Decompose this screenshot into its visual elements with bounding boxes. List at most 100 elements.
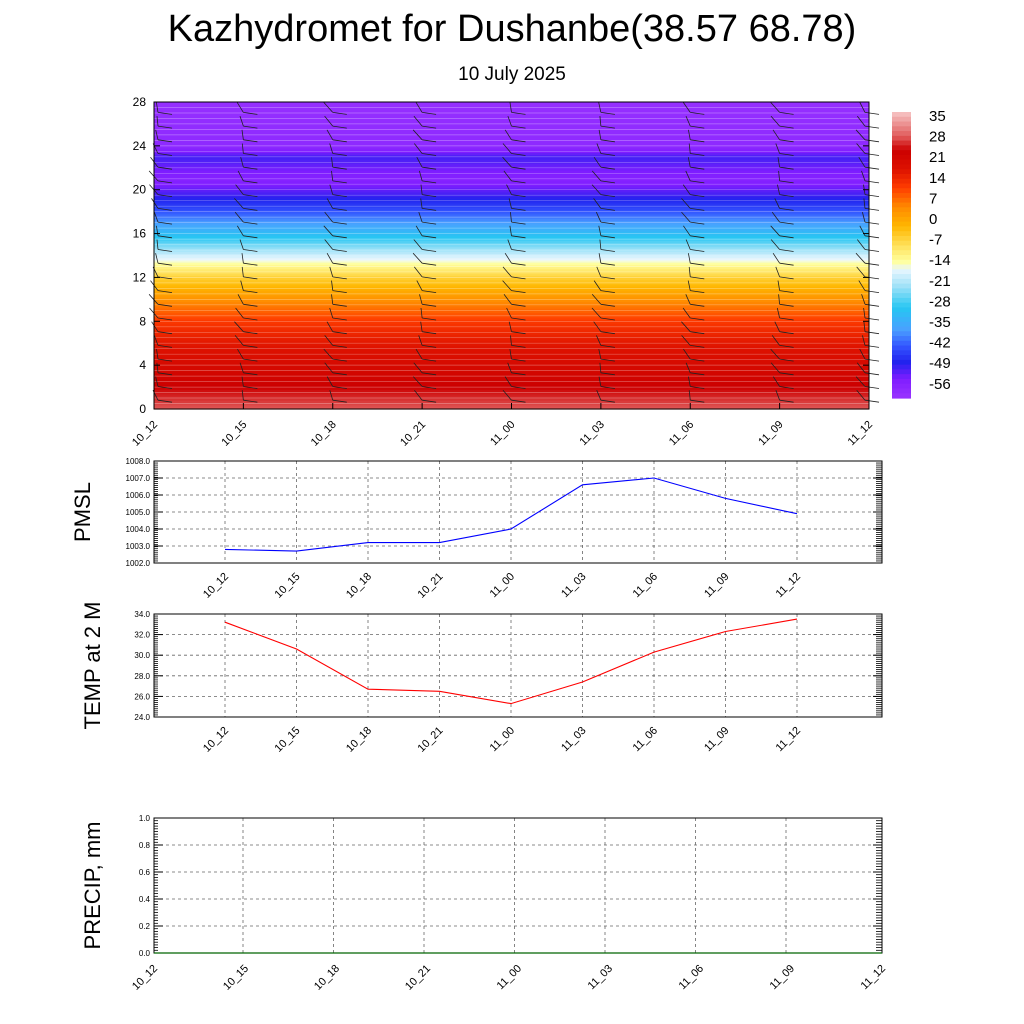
wind-barb-flag [779,139,794,143]
heatmap-band [154,161,869,164]
heatmap-band [154,257,869,261]
wind-barb-flag [864,386,880,389]
wind-barb [771,335,780,346]
wind-barb-flag [243,345,258,348]
wind-barb [770,225,780,237]
heatmap-band [154,349,869,353]
y-tick-label: 0.4 [139,895,151,904]
colorbar-segment [892,159,911,166]
heatmap-band [154,209,869,213]
colorbar-segment [892,383,911,390]
wind-barb [778,294,781,305]
wind-barb [591,184,602,195]
wind-barb [770,102,780,113]
wind-barb [591,294,602,305]
wind-barb-flag [332,194,347,197]
y-tick-label: 0.6 [139,868,151,877]
wind-barb-flag [157,166,173,170]
heatmap-band [154,248,869,252]
wind-barb-flag [243,358,258,362]
heatmap-band [154,237,869,241]
wind-barb-flag [864,262,880,266]
heatmap-band [154,226,869,230]
wind-barb-flag [864,303,880,307]
heatmap-band [154,264,869,268]
wind-barb [502,143,512,154]
heatmap-band [154,132,869,136]
x-tick-label: 10_12 [201,725,231,755]
wind-barb-flag [157,386,173,389]
wind-barb-flag [511,125,526,129]
precip-frame [153,817,883,954]
heatmap-band [154,319,869,322]
wind-barb [420,198,423,209]
temp-2m-panel: 24.0 26.0 28.0 30.0 32.0 34.0 10_12 10_15 10_18 1… [80,602,883,755]
wind-barb-flag [690,139,705,143]
heatmap-band [154,216,869,219]
colorbar-segment [892,207,911,213]
colorbar-label: -14 [929,252,951,269]
wind-barb-flag [243,194,258,197]
wind-barb [241,376,244,387]
wind-barb [861,170,866,182]
wind-barb-flag [422,194,437,197]
wind-barb-flag [864,372,880,376]
heatmap-band [154,277,869,281]
wind-barb [596,390,602,401]
wind-barb [234,321,244,332]
colorbar-segment [892,255,911,261]
heatmap-band [154,273,869,276]
colorbar-segment [892,359,911,366]
heatmap-band [154,112,869,116]
wind-barb [681,211,691,223]
y-tick-label: 30.0 [134,651,150,660]
heatmap-band [154,211,869,215]
wind-barb-flag [864,112,880,115]
wind-barb-flag [332,235,347,239]
heatmap-band [154,154,869,158]
wind-barb-flag [332,317,347,321]
wind-barb-flag [243,235,258,239]
wind-barb [324,239,334,250]
colorbar-segment [892,312,911,318]
wind-barb [859,225,866,236]
heatmap-band [154,117,869,121]
wind-barb [685,170,691,182]
colorbar: 35 28 21 14 7 0 -7 -14 -21 -28 -35 -42 -49 -56 [892,108,951,399]
heatmap-band [154,198,869,202]
temp-2m-frame [153,613,883,718]
wind-barb-flag [157,372,173,376]
heatmap-band [154,178,869,182]
x-tick-label: 11_00 [495,963,525,993]
wind-barb [688,376,691,387]
precip-ylabel: PRECIP, mm [80,822,105,950]
wind-barb-flag [157,317,173,321]
wind-barb-flag [243,372,258,376]
wind-barb-flag [422,345,437,348]
wind-barb-flag [422,249,437,252]
colorbar-segment [892,336,911,342]
colorbar-segment [892,378,911,385]
wind-barb [681,198,691,209]
heatmap-band [154,119,869,123]
wind-barb [415,348,423,360]
heatmap-band [154,294,869,298]
wind-barb-flag [600,358,615,362]
wind-barb-flag [600,112,615,115]
wind-barb [598,253,602,264]
colorbar-label: 14 [929,170,946,187]
wind-barb [156,116,159,127]
y-tick-label: 4 [139,358,146,372]
wind-barb-flag [422,139,437,143]
x-tick-label: 11_12 [774,725,804,755]
wind-barb-flag [511,221,526,225]
wind-barb-flag [864,358,880,362]
wind-barb-flag [511,153,526,156]
wind-barb [240,280,244,291]
wind-barb-flag [511,276,526,280]
wind-barb-flag [511,399,526,403]
colorbar-segment [892,297,911,304]
wind-barb [774,198,780,209]
x-tick-label: 11_03 [577,419,607,449]
wind-barb-flag [157,153,173,156]
